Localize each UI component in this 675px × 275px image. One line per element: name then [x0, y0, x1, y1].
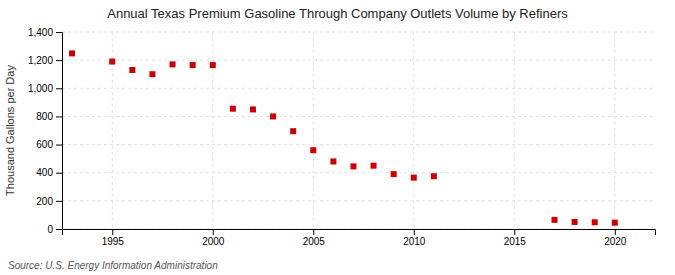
x-axis-tick-mark [514, 229, 515, 235]
y-axis-tick-label: 200 [36, 196, 53, 207]
x-axis: 1995 2000 2005 2010 2015 2020 [63, 229, 656, 247]
source-note: Source: U.S. Energy Information Administ… [8, 260, 218, 271]
y-axis-tick-mark [56, 116, 62, 117]
x-axis-tick-mark [615, 229, 616, 235]
grid-line [313, 32, 314, 229]
x-axis-tick-label: 2010 [403, 236, 426, 247]
point [371, 163, 377, 169]
plot-area: 1995 2000 2005 2010 2015 2020 0 200 400 600 800 1,0… [28, 27, 656, 247]
title: Annual Texas Premium Gasoline Through Co… [107, 6, 568, 21]
point [230, 106, 236, 112]
grid-line [614, 32, 615, 229]
x-axis-tick-label: 2020 [604, 236, 627, 247]
y-axis-tick: 0 [47, 224, 62, 235]
point [310, 147, 316, 153]
y-axis-tick: 1,200 [28, 55, 62, 66]
y-axis-tick-mark [56, 60, 62, 61]
chart: 1995 2000 2005 2010 2015 2020 0 200 400 600 800 1,0… [0, 0, 675, 275]
x-axis-line [63, 230, 656, 236]
y-axis-tick-mark [56, 173, 62, 174]
y-axis-tick-label: 0 [47, 224, 53, 235]
x-axis-tick-label: 2000 [202, 236, 225, 247]
y-axis-tick-label: 600 [36, 139, 53, 150]
grid-line [62, 200, 655, 201]
point [109, 59, 115, 65]
y-axis-tick-mark [56, 229, 62, 230]
y-axis: 0 200 400 600 800 1,000 1,200 1,400 [28, 27, 63, 235]
grid-line [514, 32, 515, 229]
grid-line [62, 60, 655, 61]
x-axis-tick: 2020 [604, 229, 627, 247]
x-axis-tick-mark [414, 229, 415, 235]
grid-line [62, 32, 655, 33]
y-axis-line [56, 33, 63, 230]
point [411, 175, 417, 181]
x-axis-tick: 2015 [504, 229, 527, 247]
grid-line [62, 144, 655, 145]
grid-line [62, 116, 655, 117]
y-axis-tick-mark [56, 32, 62, 33]
x-axis-tick-label: 2015 [504, 236, 527, 247]
x-axis-tick-label: 1995 [102, 236, 125, 247]
grid [62, 32, 655, 229]
y-axis-tick-mark [56, 145, 62, 146]
x-axis-tick: 2000 [202, 229, 225, 247]
y-axis-tick: 1,000 [28, 83, 62, 94]
point [612, 220, 618, 226]
x-axis-tick: 2010 [403, 229, 426, 247]
point [170, 61, 176, 67]
point [350, 163, 356, 169]
grid-line [62, 172, 655, 173]
points [69, 50, 618, 225]
grid-line [413, 32, 414, 229]
point [592, 219, 598, 225]
point [250, 106, 256, 112]
point [431, 173, 437, 179]
x-axis-tick-mark [213, 229, 214, 235]
point [69, 50, 75, 56]
point [572, 219, 578, 225]
point [149, 71, 155, 77]
y-axis-tick-mark [56, 201, 62, 202]
x-axis-tick-mark [313, 229, 314, 235]
point [290, 128, 296, 134]
y-axis-tick: 600 [36, 139, 62, 150]
x-axis-tick: 1995 [102, 229, 125, 247]
grid-line [212, 32, 213, 229]
y-axis-tick-label: 1,000 [28, 83, 53, 94]
point [391, 171, 397, 177]
y-axis-tick: 1,400 [28, 27, 62, 38]
y-axis-tick: 800 [36, 111, 62, 122]
point [129, 67, 135, 73]
point [270, 113, 276, 119]
y-axis-tick: 200 [36, 196, 62, 207]
y-axis-title: Thousand Gallons per Day [4, 65, 16, 196]
y-axis-tick-label: 400 [36, 167, 53, 178]
y-axis-tick-label: 800 [36, 111, 53, 122]
x-axis-tick: 2005 [303, 229, 326, 247]
point [551, 217, 557, 223]
x-axis-tick-label: 2005 [303, 236, 326, 247]
x-axis-tick-mark [112, 229, 113, 235]
y-axis-tick-label: 1,400 [28, 27, 53, 38]
point [210, 62, 216, 68]
y-axis-tick-mark [56, 88, 62, 89]
point [190, 62, 196, 68]
point [330, 158, 336, 164]
y-axis-tick-label: 1,200 [28, 55, 53, 66]
grid-line [62, 88, 655, 89]
y-axis-tick: 400 [36, 167, 62, 178]
